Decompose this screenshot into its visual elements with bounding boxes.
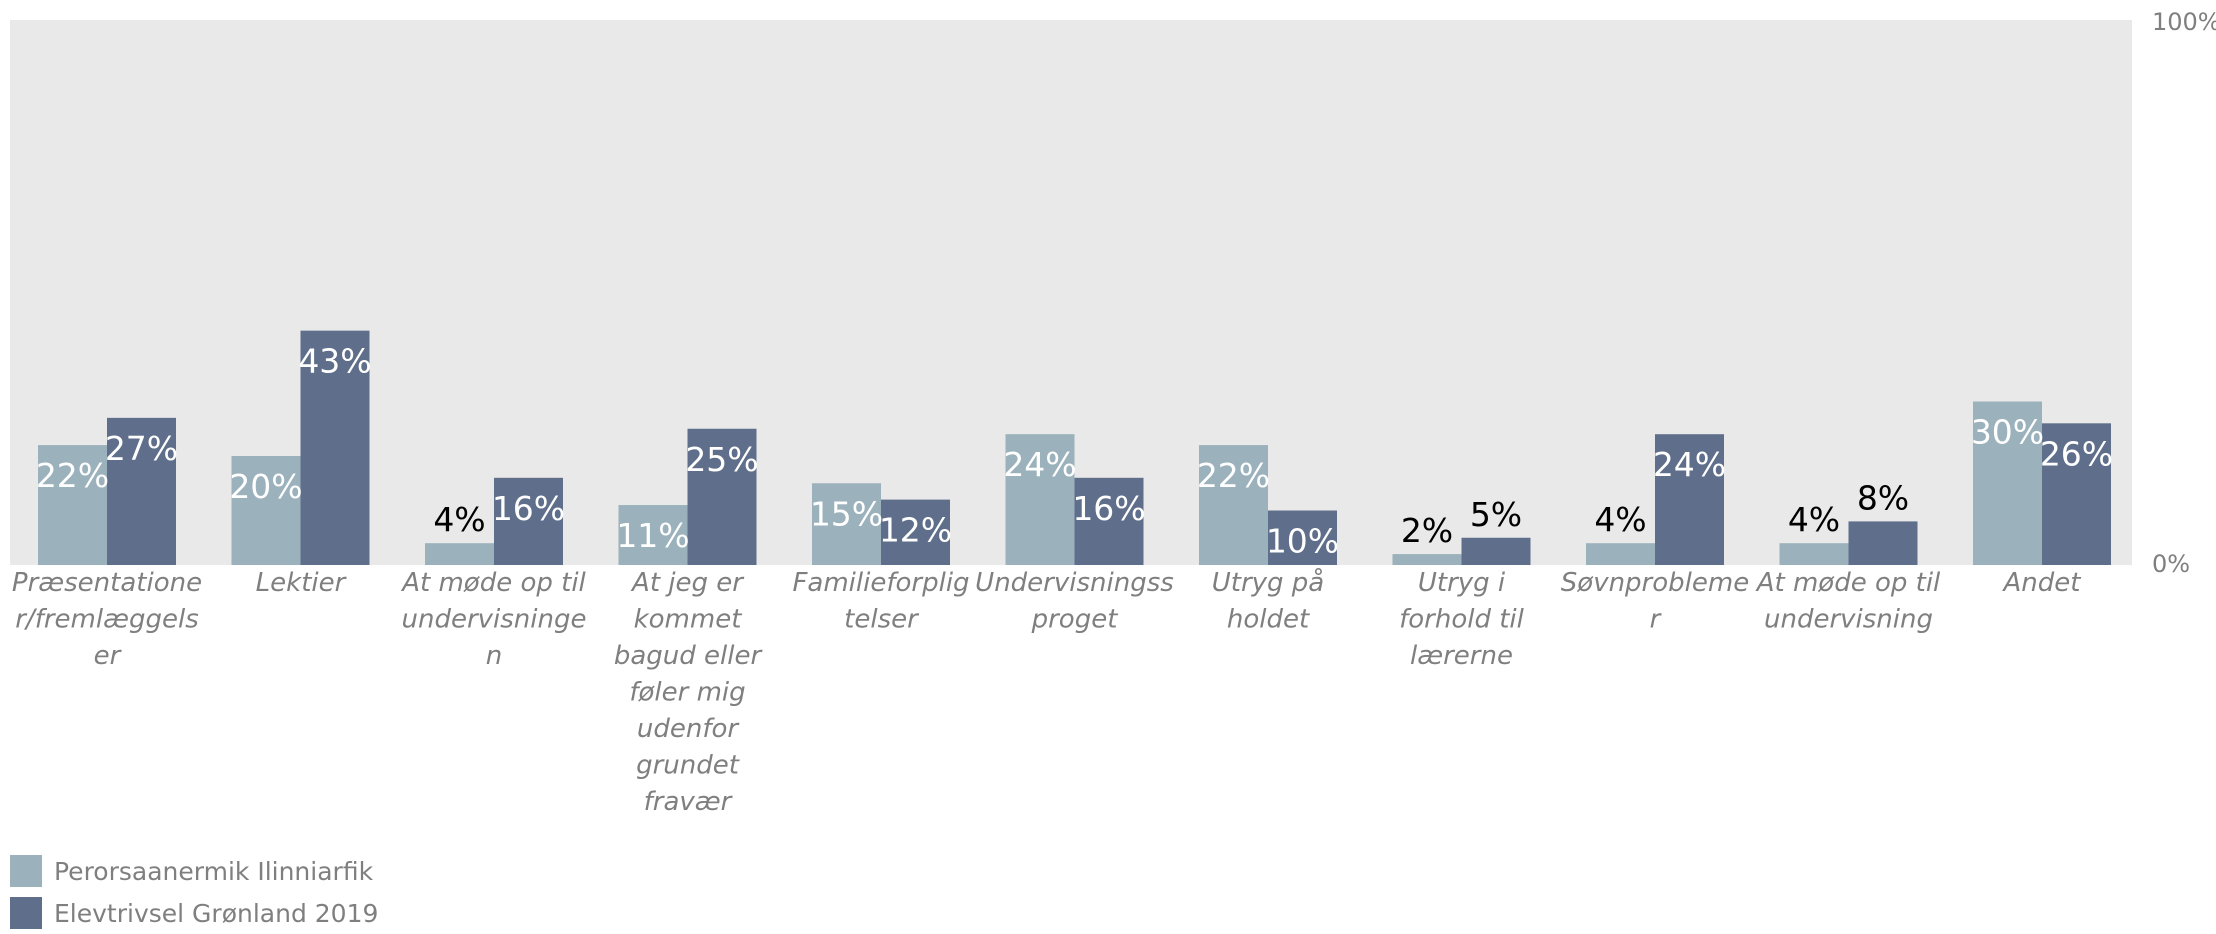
- category-label-8: Utryg i forhold til lærerne: [1399, 568, 1525, 671]
- category-label-7: Utryg på holdet: [1212, 567, 1325, 635]
- bar-series-1-cat-9: [1586, 543, 1655, 565]
- category-label-1: Præsentatione r/fremlæggels er: [12, 568, 202, 671]
- bar-series-1-cat-7: [1199, 445, 1268, 565]
- bar-series-2-cat-9: [1655, 434, 1724, 565]
- category-labels-group: Præsentatione r/fremlæggels er Lektier At mø…: [12, 567, 2081, 817]
- value-label-series-1-cat-8: 2%: [1401, 511, 1453, 550]
- value-label-series-2-cat-2: 43%: [298, 342, 371, 381]
- value-label-series-1-cat-6: 24%: [1003, 445, 1076, 484]
- value-label-series-1-cat-5: 15%: [810, 494, 883, 533]
- bar-series-2-cat-8: [1461, 537, 1531, 565]
- value-label-series-2-cat-10: 8%: [1857, 478, 1909, 517]
- value-label-series-1-cat-4: 11%: [616, 516, 689, 555]
- bar-series-1-cat-5: [812, 483, 881, 565]
- category-label-2: Lektier: [256, 568, 348, 598]
- y-tick-label-0: 0%: [2152, 550, 2190, 578]
- category-label-10: At møde op til undervisning: [1755, 568, 1941, 635]
- bar-series-2-cat-11: [2042, 423, 2111, 565]
- legend: Perorsaanermik Ilinniarfik Elevtrivsel G…: [10, 850, 378, 934]
- bar-series-2-cat-7: [1268, 510, 1337, 565]
- value-label-series-2-cat-1: 27%: [105, 429, 178, 468]
- bar-series-1-cat-1: [38, 445, 107, 565]
- value-label-series-1-cat-11: 30%: [1971, 413, 2044, 452]
- category-label-3: At møde op til undervisninge n: [400, 568, 586, 671]
- value-labels-group: 22%27%20%43%4% 16%11%25%15%12%24%16%22%10…: [36, 342, 2113, 561]
- bar-series-1-cat-6: [1005, 434, 1075, 565]
- value-label-series-2-cat-5: 12%: [879, 511, 952, 550]
- bar-series-2-cat-6: [1074, 477, 1144, 565]
- legend-label-series-1: Perorsaanermik Ilinniarfik: [54, 856, 374, 886]
- value-label-series-1-cat-1: 22%: [36, 456, 109, 495]
- bar-series-2-cat-4: [687, 428, 757, 565]
- value-label-series-1-cat-2: 20%: [229, 467, 302, 506]
- y-tick-label-100: 100%: [2152, 8, 2216, 36]
- value-label-series-2-cat-8: 5%: [1470, 495, 1522, 534]
- bar-series-1-cat-11: [1973, 401, 2042, 565]
- category-label-11: Andet: [2002, 568, 2082, 598]
- value-label-series-2-cat-3: 16%: [492, 489, 565, 528]
- legend-label-series-2: Elevtrivsel Grønland 2019: [54, 898, 379, 928]
- value-label-series-1-cat-7: 22%: [1197, 456, 1270, 495]
- category-label-4: At jeg er kommet bagud eller føler mig udenf…: [614, 568, 764, 817]
- legend-swatch-series-1: [10, 855, 42, 887]
- value-label-series-2-cat-9: 24%: [1653, 445, 1726, 484]
- bar-series-2-cat-2: [300, 330, 370, 565]
- legend-item-series-1: Perorsaanermik Ilinniarfik: [10, 850, 378, 892]
- legend-swatch-series-2: [10, 897, 42, 929]
- value-label-series-1-cat-3: 4%: [433, 500, 485, 539]
- bar-series-1-cat-8: [1392, 554, 1462, 565]
- category-label-5: Familieforplig telser: [792, 568, 969, 635]
- value-label-series-2-cat-4: 25%: [685, 440, 758, 479]
- bar-series-1-cat-2: [231, 456, 301, 565]
- bar-series-2-cat-3: [494, 477, 563, 565]
- legend-item-series-2: Elevtrivsel Grønland 2019: [10, 892, 378, 934]
- bar-series-1-cat-4: [618, 505, 688, 565]
- bar-series-1-cat-10: [1779, 543, 1849, 565]
- value-label-series-1-cat-9: 4%: [1594, 500, 1646, 539]
- value-label-series-1-cat-10: 4%: [1788, 500, 1840, 539]
- value-label-series-2-cat-6: 16%: [1072, 489, 1145, 528]
- value-label-series-2-cat-7: 10%: [1266, 522, 1339, 561]
- bar-series-2-cat-5: [881, 499, 950, 565]
- bar-series-2-cat-1: [107, 417, 176, 565]
- bars-group: [38, 330, 2111, 565]
- bar-series-1-cat-3: [425, 543, 494, 565]
- bar-series-2-cat-10: [1848, 521, 1918, 565]
- value-label-series-2-cat-11: 26%: [2040, 434, 2113, 473]
- category-label-6: Undervisningss proget: [975, 568, 1174, 635]
- category-label-9: Søvnprobleme r: [1561, 568, 1749, 635]
